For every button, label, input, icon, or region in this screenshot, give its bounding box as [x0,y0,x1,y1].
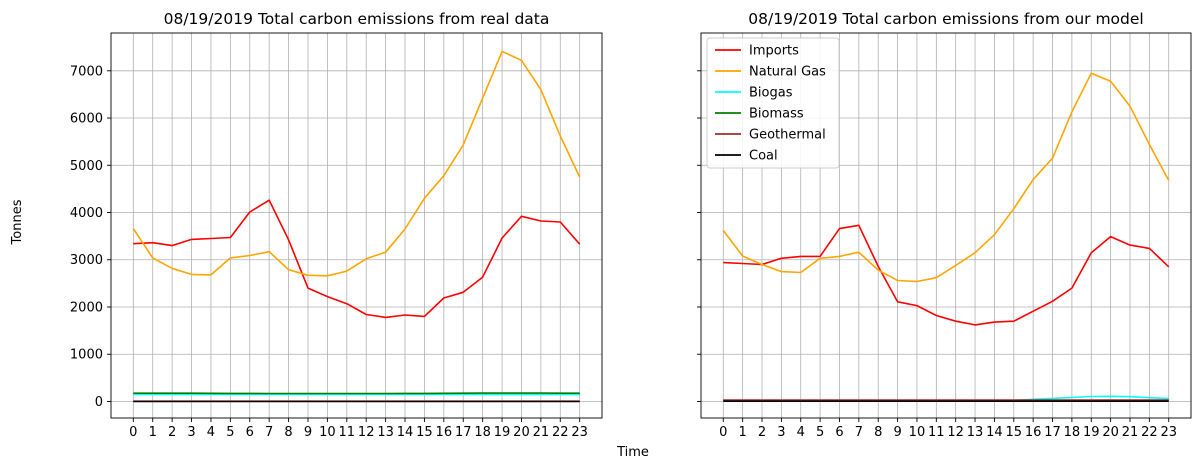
chart-panel-model: 08/19/2019 Total carbon emissions from o… [697,10,1192,440]
series-line-1 [132,50,581,277]
series-line-natural-gas [722,72,1170,283]
x-tick-label: 0 [129,425,137,440]
y-tick-label: 7000 [70,64,103,79]
x-tick-label: 23 [571,425,588,440]
x-tick-label: 10 [319,425,336,440]
legend-label: Geothermal [749,128,826,143]
x-tick-label: 4 [797,425,805,440]
x-tick-label: 7 [265,425,273,440]
x-tick-label: 6 [246,425,254,440]
y-tick-label: 5000 [70,159,103,174]
x-tick-label: 5 [226,425,234,440]
x-tick-label: 7 [855,425,863,440]
y-tick-label: 6000 [70,112,103,127]
x-tick-label: 11 [339,425,356,440]
legend-label: Imports [749,44,799,59]
legend-label: Natural Gas [749,65,826,80]
y-tick-label: 2000 [70,300,103,315]
legend: Imports Natural Gas Biogas Biomass Geotherma… [706,37,840,169]
x-tick-label: 2 [168,425,176,440]
x-axis-label: Time [616,445,649,460]
x-tick-label: 8 [874,425,882,440]
x-tick-label: 22 [552,425,569,440]
x-tick-label: 17 [1044,425,1061,440]
chart-title: 08/19/2019 Total carbon emissions from r… [164,10,550,28]
x-tick-label: 14 [986,425,1003,440]
x-tick-label: 22 [1141,425,1158,440]
axes-frame [700,32,1192,419]
chart-title: 08/19/2019 Total carbon emissions from o… [748,10,1143,28]
x-tick-label: 21 [1122,425,1139,440]
y-tick-label: 0 [95,395,103,410]
chart-panel-real-data: 08/19/2019 Total carbon emissions from r… [70,10,603,440]
x-tick-label: 13 [967,425,984,440]
x-tick-label: 16 [436,425,453,440]
x-tick-label: 3 [187,425,195,440]
x-tick-label: 0 [719,425,727,440]
x-tick-label: 13 [377,425,394,440]
legend-label: Biomass [749,107,804,122]
axes-frame [110,32,603,419]
x-tick-label: 15 [416,425,433,440]
legend-label: Coal [749,149,778,164]
x-tick-label: 9 [304,425,312,440]
x-tick-label: 18 [1064,425,1081,440]
y-axis-label: Tonnes [10,199,25,245]
x-tick-label: 16 [1025,425,1042,440]
x-tick-label: 8 [284,425,292,440]
y-tick-label: 3000 [70,253,103,268]
x-tick-label: 18 [474,425,491,440]
y-tick-label: 4000 [70,206,103,221]
y-tick-label: 1000 [70,348,103,363]
x-tick-label: 12 [358,425,375,440]
x-tick-label: 23 [1160,425,1177,440]
x-tick-label: 1 [149,425,157,440]
x-tick-label: 15 [1006,425,1023,440]
x-tick-label: 1 [738,425,746,440]
x-tick-label: 20 [513,425,530,440]
x-tick-label: 21 [533,425,550,440]
x-tick-label: 19 [494,425,511,440]
legend-label: Biogas [749,86,793,101]
x-tick-label: 5 [816,425,824,440]
x-tick-label: 20 [1102,425,1119,440]
x-tick-label: 19 [1083,425,1100,440]
x-tick-label: 14 [397,425,414,440]
x-tick-label: 3 [777,425,785,440]
x-tick-label: 12 [947,425,964,440]
series-line-0 [133,199,581,319]
x-tick-label: 17 [455,425,472,440]
x-tick-label: 9 [893,425,901,440]
x-tick-label: 6 [835,425,843,440]
x-tick-label: 2 [758,425,766,440]
x-tick-label: 10 [909,425,926,440]
series-line-imports [723,224,1170,326]
x-tick-label: 4 [207,425,215,440]
x-tick-label: 11 [928,425,945,440]
